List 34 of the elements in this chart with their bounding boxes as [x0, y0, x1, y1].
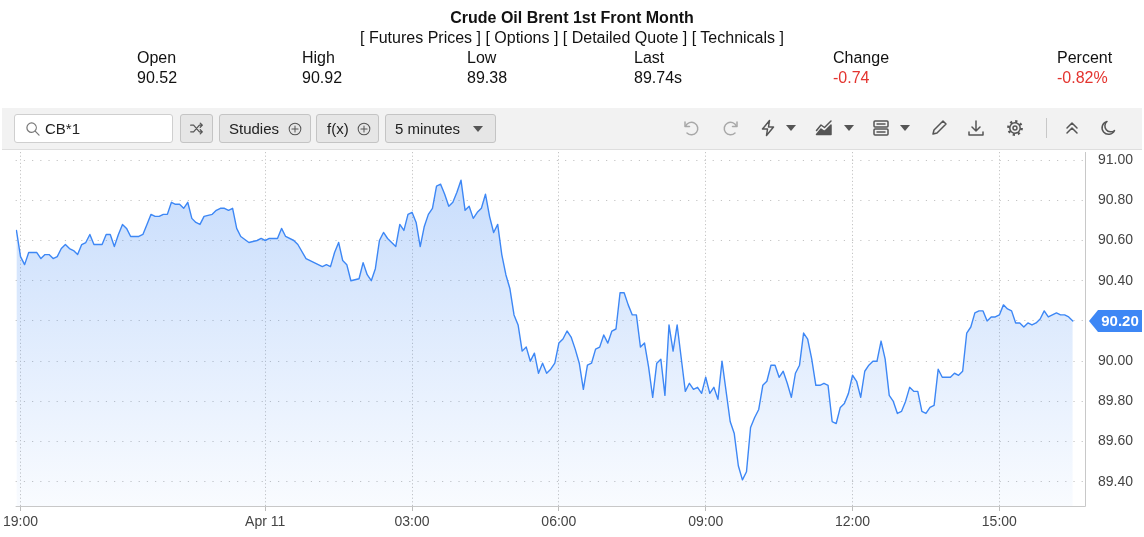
x-tick-label: 06:00 — [541, 513, 577, 530]
y-tick-label: 89.60 — [1098, 432, 1134, 449]
text: Last — [634, 48, 665, 67]
text: 89.74s — [634, 68, 683, 87]
button: Studies — [219, 114, 311, 143]
chart-subtitle: [ Futures Prices ] [ Options ] [ Detailed Quote ] [ Technicals ] — [359, 28, 785, 47]
annotation: 90.20 — [1101, 312, 1139, 330]
search-field: CB*1 — [14, 114, 173, 143]
x-tick-label: 09:00 — [688, 513, 724, 530]
y-tick-label: 90.80 — [1098, 191, 1134, 208]
dropdown: 5 minutes — [385, 114, 496, 143]
text: Open — [137, 48, 177, 67]
x-tick-label: 19:00 — [3, 513, 39, 530]
text: -0.82% — [1057, 68, 1108, 87]
text: High — [302, 48, 335, 67]
x-tick-label: 15:00 — [981, 513, 1018, 530]
text: Percent — [1057, 48, 1113, 67]
y-tick-label: 89.40 — [1098, 472, 1134, 489]
y-tick-label: 91.00 — [1098, 150, 1134, 167]
button: f(x) — [316, 114, 379, 143]
text: 89.38 — [467, 68, 508, 87]
y-tick-label: 90.60 — [1098, 231, 1134, 248]
text: Change — [833, 48, 890, 67]
x-tick-label: 12:00 — [835, 513, 871, 530]
y-tick-label: 90.40 — [1098, 271, 1134, 288]
y-tick-label: 89.80 — [1098, 392, 1134, 409]
text: 90.92 — [302, 68, 343, 87]
y-tick-label: 90.00 — [1098, 352, 1134, 369]
chart-title: Crude Oil Brent 1st Front Month — [449, 8, 695, 27]
x-tick-label: Apr 11 — [245, 513, 286, 530]
x-tick-label: 03:00 — [394, 513, 430, 530]
text: Low — [467, 48, 497, 67]
text: -0.74 — [833, 68, 870, 87]
text: 90.52 — [137, 68, 178, 87]
